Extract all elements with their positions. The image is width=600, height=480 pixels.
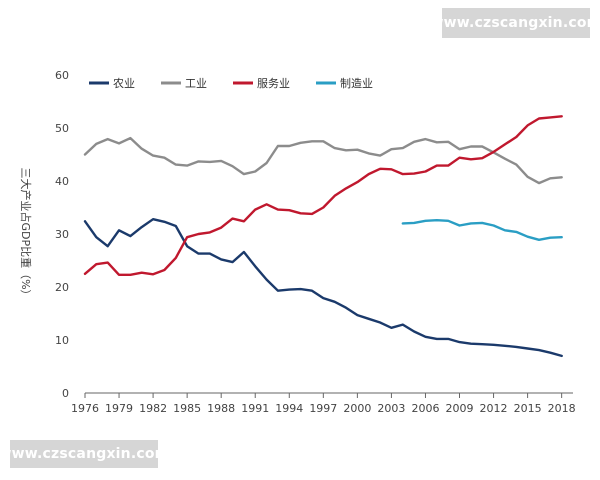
legend-label-1: 工业 <box>185 77 207 90</box>
y-tick-label: 0 <box>62 387 69 400</box>
axes: 1976 1979 1982 1985 1988 1991 1994 1997 2000 2003… <box>55 69 576 415</box>
x-tick-label: 2009 <box>446 402 474 415</box>
y-tick-label: 40 <box>55 175 69 188</box>
watermark-bottom: www.czscangxin.com <box>0 440 169 468</box>
x-tick-label: 2006 <box>411 402 439 415</box>
y-tick-label: 60 <box>55 69 69 82</box>
series-line-3 <box>401 218 563 242</box>
legend-label-0: 农业 <box>113 76 135 90</box>
y-axis-label: 三大产业占GDP比重（%） <box>19 167 33 300</box>
x-tick-label: 2003 <box>377 402 405 415</box>
x-tick-label: 1994 <box>275 402 303 415</box>
series-line-1 <box>83 136 563 185</box>
y-tick-label: 20 <box>55 281 69 294</box>
x-tick-label: 2015 <box>514 402 542 415</box>
x-tick-label: 2012 <box>480 402 508 415</box>
series-layer <box>83 115 563 358</box>
x-tick-label: 1985 <box>173 402 201 415</box>
x-tick-label: 1979 <box>105 402 133 415</box>
x-tick-label: 1982 <box>139 402 167 415</box>
legend-label-3: 制造业 <box>340 76 373 90</box>
series-line-0 <box>83 217 563 358</box>
x-tick-label: 1997 <box>309 402 337 415</box>
x-tick-label: 1991 <box>241 402 269 415</box>
x-tick-label: 2018 <box>548 402 576 415</box>
y-tick-label: 10 <box>55 334 69 347</box>
legend-label-2: 服务业 <box>257 77 290 90</box>
x-tick-label: 2000 <box>343 402 371 415</box>
x-tick-label: 1976 <box>71 402 99 415</box>
x-tick-label: 1988 <box>207 402 235 415</box>
legend: 农业 工业 服务业 制造业 <box>89 76 373 90</box>
series-line-2 <box>83 115 563 276</box>
y-tick-label: 50 <box>55 122 69 135</box>
watermark-top: www.czscangxin.com <box>431 8 600 38</box>
y-tick-label: 30 <box>55 228 69 241</box>
